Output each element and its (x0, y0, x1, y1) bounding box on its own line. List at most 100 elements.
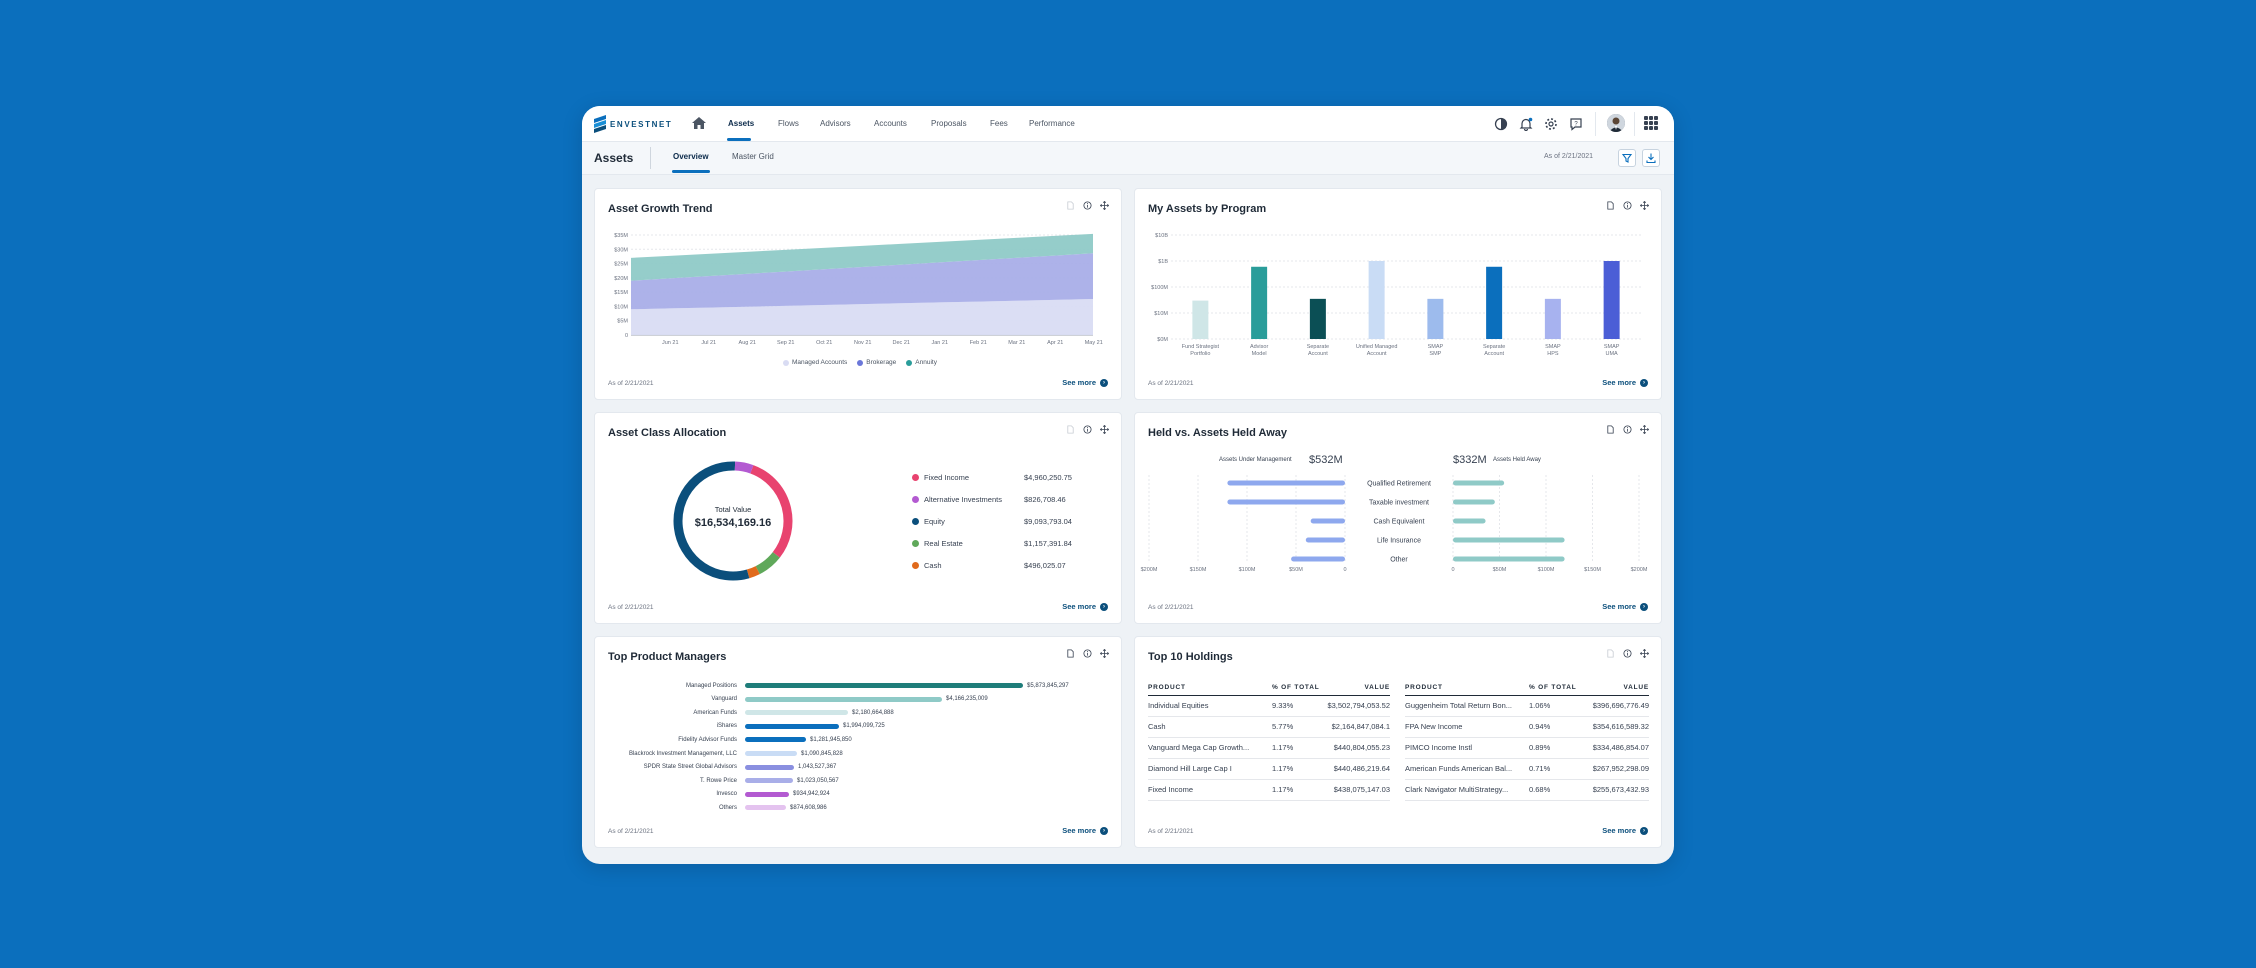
nav-performance[interactable]: Performance (1029, 119, 1075, 128)
manager-value: $2,180,664,888 (852, 709, 894, 716)
holding-value: $438,075,147.03 (1322, 779, 1390, 801)
holding-row[interactable]: FPA New Income 0.94% $354,616,589.32 (1405, 716, 1649, 738)
export-icon[interactable] (1606, 649, 1615, 658)
see-more-link[interactable]: See more › (1062, 826, 1108, 835)
tab-master-grid[interactable]: Master Grid (732, 152, 774, 161)
holding-row[interactable]: PIMCO Income Instl 0.89% $334,486,854.07 (1405, 737, 1649, 759)
holding-value: $3,502,794,053.52 (1322, 695, 1390, 717)
export-icon[interactable] (1606, 201, 1615, 210)
export-icon[interactable] (1066, 649, 1075, 658)
aum-value: $532M (1309, 454, 1343, 466)
move-icon[interactable] (1100, 649, 1109, 658)
info-icon[interactable] (1623, 201, 1632, 210)
gear-icon[interactable] (1544, 117, 1558, 131)
holding-row[interactable]: Guggenheim Total Return Bon... 1.06% $396,… (1405, 695, 1649, 717)
see-more-link[interactable]: See more › (1602, 826, 1648, 835)
manager-bar (745, 751, 797, 756)
legend-value: $826,708.46 (1024, 495, 1066, 504)
holding-product: FPA New Income (1405, 716, 1529, 738)
export-icon[interactable] (1066, 425, 1075, 434)
move-icon[interactable] (1640, 425, 1649, 434)
manager-label: T. Rowe Price (699, 777, 737, 784)
home-icon[interactable] (692, 117, 706, 129)
nav-advisors[interactable]: Advisors (820, 119, 851, 128)
x-tick-label: $50M (1493, 567, 1507, 573)
see-more-link[interactable]: See more › (1062, 378, 1108, 387)
see-more-label: See more (1602, 602, 1636, 611)
nav-fees[interactable]: Fees (990, 119, 1008, 128)
help-chat-icon[interactable]: ? (1569, 117, 1583, 131)
nav-accounts[interactable]: Accounts (874, 119, 907, 128)
asset-growth-legend: Managed Accounts Brokerage Annuity (783, 359, 937, 366)
card-title: Held vs. Assets Held Away (1148, 427, 1287, 439)
y-tick-label: $0M (1157, 337, 1168, 343)
x-tick-label: 0 (1451, 567, 1454, 573)
manager-bar (745, 696, 942, 702)
y-tick-label: $30M (614, 247, 628, 253)
holding-row[interactable]: Clark Navigator MultiStrategy... 0.68% $25… (1405, 779, 1649, 801)
x-tick-label: Nov 21 (854, 340, 871, 346)
apps-grid-icon[interactable] (1644, 116, 1658, 130)
see-more-link[interactable]: See more › (1062, 602, 1108, 611)
move-icon[interactable] (1640, 649, 1649, 658)
legend-swatch (912, 474, 919, 481)
card-as-of: As of 2/21/2021 (1148, 380, 1194, 387)
manager-row: iShares $1,994,099,725 (609, 722, 885, 731)
manager-value: $5,873,845,297 (1027, 682, 1069, 689)
held-away-label: Assets Held Away (1493, 457, 1541, 463)
holding-row[interactable]: American Funds American Bal... 0.71% $267,… (1405, 758, 1649, 780)
arrow-right-icon: › (1100, 602, 1108, 611)
see-more-link[interactable]: See more › (1602, 378, 1648, 387)
see-more-link[interactable]: See more › (1602, 602, 1648, 611)
brand-logo[interactable]: ENVESTNET (594, 115, 672, 133)
filter-button[interactable] (1618, 149, 1636, 167)
move-icon[interactable] (1100, 201, 1109, 210)
holding-product: Fixed Income (1148, 779, 1272, 801)
holding-row[interactable]: Fixed Income 1.17% $438,075,147.03 (1148, 779, 1390, 801)
holding-row[interactable]: Diamond Hill Large Cap I 1.17% $440,486,21… (1148, 758, 1390, 780)
download-button[interactable] (1642, 149, 1660, 167)
holding-product: Cash (1148, 716, 1272, 738)
x-tick-label: SMAP (1604, 344, 1620, 350)
tab-overview[interactable]: Overview (673, 152, 709, 161)
export-icon[interactable] (1606, 425, 1615, 434)
move-icon[interactable] (1100, 425, 1109, 434)
program-bar-5 (1486, 266, 1503, 339)
see-more-label: See more (1602, 826, 1636, 835)
holding-value: $440,804,055.23 (1322, 737, 1390, 759)
donut-center-label: Total Value (714, 505, 752, 514)
x-tick-label: Account (1484, 351, 1504, 357)
bell-icon[interactable] (1519, 117, 1533, 131)
contrast-icon[interactable] (1494, 117, 1508, 131)
holding-percent: 1.17% (1272, 737, 1322, 759)
x-tick-label: Fund Strategist (1182, 344, 1220, 350)
holding-row[interactable]: Individual Equities 9.33% $3,502,794,053.5… (1148, 695, 1390, 717)
page-title: Assets (594, 151, 634, 165)
x-tick-label: Account (1308, 351, 1328, 357)
manager-value: $874,608,986 (790, 804, 827, 811)
info-icon[interactable] (1083, 649, 1092, 658)
nav-assets[interactable]: Assets (728, 119, 755, 128)
manager-value: $1,090,845,828 (801, 750, 843, 757)
info-icon[interactable] (1083, 201, 1092, 210)
holding-percent: 1.17% (1272, 758, 1322, 780)
info-icon[interactable] (1623, 649, 1632, 658)
card-title: Asset Growth Trend (608, 203, 713, 215)
manager-row: Invesco $934,942,924 (609, 790, 829, 799)
holding-product: Diamond Hill Large Cap I (1148, 758, 1272, 780)
move-icon[interactable] (1640, 201, 1649, 210)
category-label: Life Insurance (1377, 538, 1421, 545)
legend-swatch (912, 496, 919, 503)
manager-row: Others $874,608,986 (609, 803, 827, 812)
manager-bar (745, 723, 839, 729)
nav-proposals[interactable]: Proposals (931, 119, 967, 128)
export-icon[interactable] (1066, 201, 1075, 210)
holding-row[interactable]: Cash 5.77% $2,164,847,084.1 (1148, 716, 1390, 738)
top-navigation: ENVESTNET Assets Flows Advisors Accounts… (582, 106, 1674, 142)
info-icon[interactable] (1623, 425, 1632, 434)
user-avatar[interactable] (1607, 114, 1625, 132)
holding-row[interactable]: Vanguard Mega Cap Growth... 1.17% $440,804… (1148, 737, 1390, 759)
holding-percent: 5.77% (1272, 716, 1322, 738)
nav-flows[interactable]: Flows (778, 119, 799, 128)
info-icon[interactable] (1083, 425, 1092, 434)
